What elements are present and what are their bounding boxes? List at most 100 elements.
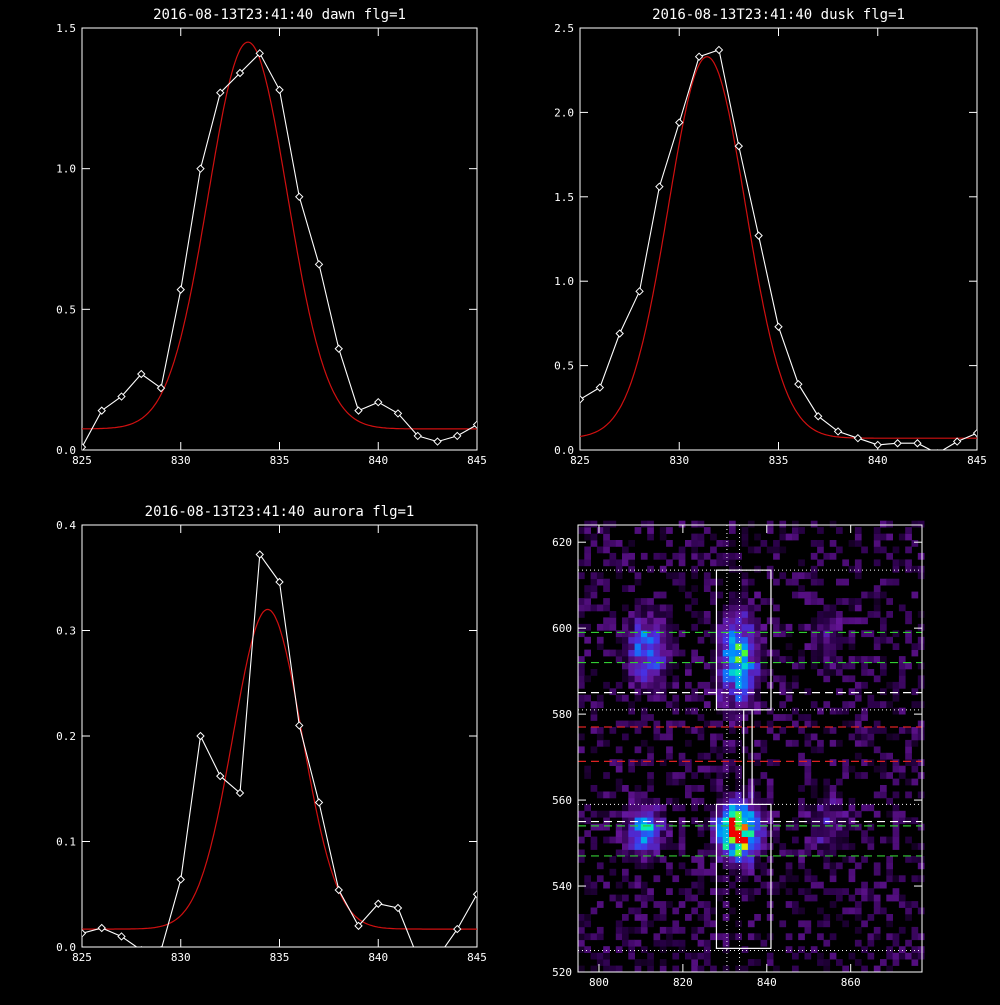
heatmap-cells: [578, 520, 925, 973]
data-point: [176, 875, 185, 884]
data-point: [853, 433, 863, 443]
y-tick-label: 0.2: [56, 730, 76, 743]
y-tick-label: 2.5: [554, 22, 574, 35]
chart-dawn: 825 830 835 840 845 0.0 0.5 1.0 1.5 2016-08-13T23…: [56, 7, 487, 467]
data-point: [655, 182, 664, 191]
data-point: [936, 449, 939, 450]
data-point: [216, 88, 225, 97]
data-point: [580, 395, 585, 404]
data-point: [97, 406, 106, 415]
y-tick-label: 1.5: [554, 191, 574, 204]
fit-curve: [82, 608, 477, 930]
data-point: [714, 45, 724, 55]
data-point: [117, 392, 126, 401]
chart-title: 2016-08-13T23:41:40 dusk flg=1: [652, 7, 905, 23]
y-tick-label: 0.4: [56, 519, 76, 532]
y-tick-label: 600: [552, 622, 572, 635]
data-point: [235, 788, 245, 798]
x-tick-label: 830: [171, 951, 191, 964]
x-tick-label: 835: [270, 951, 290, 964]
data-point: [414, 954, 421, 961]
x-tick-label: 825: [570, 454, 590, 467]
plot-frame: [579, 27, 978, 451]
data-point: [453, 431, 462, 441]
y-tick-label: 520: [552, 966, 572, 979]
y-tick-label: 0.5: [554, 360, 574, 373]
data-point: [82, 442, 87, 450]
y-tick-label: 560: [552, 794, 572, 807]
data-point: [255, 49, 264, 58]
data-point: [774, 322, 783, 331]
y-tick-label: 540: [552, 880, 572, 893]
data-point: [117, 932, 126, 941]
y-tick-label: 0.0: [554, 444, 574, 457]
observed-line: [82, 52, 477, 448]
data-point: [374, 899, 383, 908]
y-tick-label: 580: [552, 708, 572, 721]
data-point: [314, 260, 324, 269]
data-point: [216, 771, 225, 781]
data-point: [413, 431, 422, 441]
x-tick-label: 830: [171, 454, 191, 467]
data-point: [140, 945, 143, 947]
x-tick-label: 835: [270, 454, 290, 467]
data-point: [913, 439, 922, 448]
data-point: [354, 406, 363, 415]
x-tick-label: 835: [769, 454, 789, 467]
chart-title: 2016-08-13T23:41:40 dawn flg=1: [153, 7, 406, 23]
data-point: [393, 409, 403, 418]
data-point: [156, 383, 166, 393]
x-tick-label: 860: [841, 976, 861, 989]
data-point: [354, 921, 363, 931]
data-point: [833, 427, 843, 436]
x-tick-label: 820: [673, 976, 693, 989]
observed-line: [580, 49, 977, 450]
data-point: [137, 369, 146, 379]
y-tick-label: 0.1: [56, 836, 76, 849]
x-tick-label: 845: [467, 454, 487, 467]
data-point: [434, 954, 441, 961]
data-point: [873, 440, 882, 450]
connector-box: [743, 709, 753, 805]
y-tick-label: 1.5: [56, 22, 76, 35]
data-point: [295, 192, 304, 202]
data-point: [675, 118, 684, 127]
x-tick-label: 800: [589, 976, 609, 989]
data-point: [813, 412, 823, 421]
x-tick-label: 840: [868, 454, 888, 467]
data-point: [314, 798, 324, 807]
x-tick-label: 845: [967, 454, 987, 467]
x-tick-label: 840: [368, 454, 388, 467]
data-point: [334, 885, 343, 895]
x-tick-label: 840: [368, 951, 388, 964]
data-point: [734, 141, 744, 151]
y-tick-label: 2.0: [554, 106, 574, 119]
data-point: [433, 437, 442, 446]
x-tick-label: 845: [467, 951, 487, 964]
data-point: [374, 397, 383, 407]
y-tick-label: 0.5: [56, 303, 76, 316]
data-point: [196, 164, 205, 173]
y-tick-label: 1.0: [56, 163, 76, 176]
plot-frame: [81, 524, 478, 948]
data-point: [334, 344, 343, 353]
data-point: [972, 428, 977, 438]
y-tick-label: 1.0: [554, 275, 574, 288]
x-tick-label: 825: [72, 951, 92, 964]
data-point: [794, 379, 803, 389]
data-point: [97, 923, 106, 933]
y-tick-label: 0.0: [56, 444, 76, 457]
data-point: [615, 329, 624, 338]
observed-line: [82, 552, 477, 947]
data-point: [393, 903, 403, 913]
data-point: [472, 890, 477, 899]
data-point: [275, 577, 284, 587]
chart-image: 800 820 840 860 520 540 560 580 600 620: [552, 520, 925, 989]
chart-dusk: 825 830 835 840 845 0.0 0.5 1.0 1.5 2.0 2.5 2016-08…: [554, 7, 987, 467]
x-tick-label: 840: [757, 976, 777, 989]
data-point: [255, 550, 264, 559]
fit-curve: [580, 56, 977, 439]
y-tick-label: 620: [552, 536, 572, 549]
x-tick-label: 830: [669, 454, 689, 467]
